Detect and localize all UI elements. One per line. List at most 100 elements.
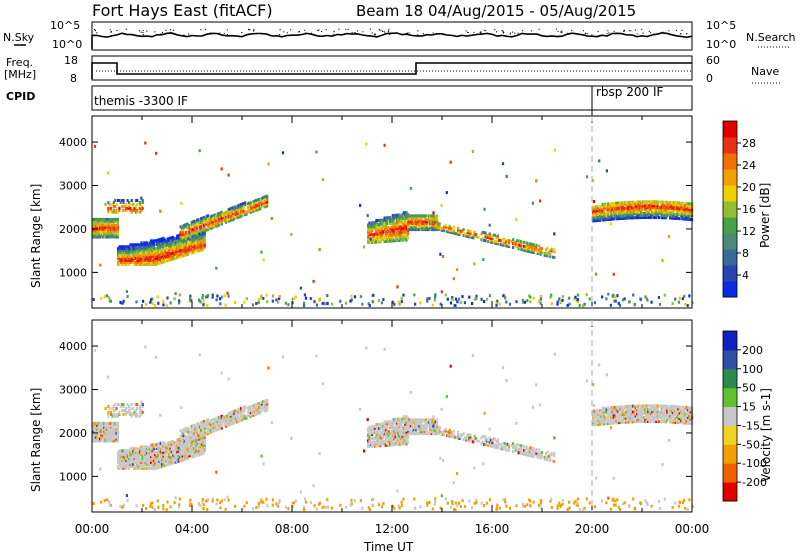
power-cell (117, 251, 120, 255)
velocity-cell (212, 423, 215, 427)
velocity-cell (375, 444, 378, 448)
velocity-cell (432, 424, 435, 428)
power-cell (391, 221, 394, 225)
power-cell (383, 240, 386, 243)
power-cell (684, 215, 687, 219)
velocity-cell (219, 417, 222, 421)
power-cell (202, 215, 206, 219)
velocity-cell (180, 454, 183, 458)
velocity-cell (194, 444, 197, 448)
power-cell (612, 209, 615, 213)
power-cell (189, 245, 193, 249)
power-cell (553, 232, 556, 236)
power-cell (178, 293, 181, 297)
power-cell (641, 206, 644, 210)
power-cell (220, 167, 223, 171)
velocity-cell (437, 426, 440, 430)
power-cell (644, 206, 647, 210)
power-cell (405, 234, 408, 238)
power-cell (227, 215, 230, 219)
velocity-cell (169, 456, 172, 460)
power-cell (159, 255, 162, 259)
velocity-cell (193, 437, 196, 441)
velocity-cell (191, 445, 194, 449)
power-cell (118, 245, 121, 249)
velocity-cell (112, 435, 115, 439)
velocity-cell (394, 417, 397, 421)
power-cell (130, 251, 133, 255)
velocity-cell (405, 428, 408, 432)
velocity-cell (134, 466, 138, 470)
velocity-cell (390, 439, 393, 443)
power-cell (538, 248, 541, 252)
velocity-cell (198, 431, 201, 435)
velocity-cell (609, 419, 613, 423)
power-cell (615, 209, 618, 213)
power-cell (686, 213, 690, 217)
power-cell (647, 210, 650, 214)
power-cell (378, 218, 381, 222)
velocity-cell (233, 421, 236, 425)
power-cell (677, 207, 680, 211)
power-cell (633, 206, 636, 210)
power-cell (145, 251, 149, 255)
velocity-cell (145, 463, 149, 466)
velocity-cell (447, 434, 450, 438)
power-cell (166, 255, 169, 259)
power-cell (603, 204, 606, 208)
power-cell (253, 201, 256, 205)
power-cell (121, 301, 124, 305)
velocity-cell (405, 419, 408, 422)
power-cell (637, 204, 640, 208)
velocity-cell (108, 423, 111, 427)
power-cell (473, 234, 476, 238)
power-cell (137, 245, 140, 249)
velocity-cell (437, 431, 440, 435)
power-cell (398, 237, 401, 240)
velocity-cell (96, 439, 99, 443)
power-cell (649, 210, 652, 214)
power-cell (576, 299, 580, 303)
power-cell (601, 214, 604, 218)
velocity-cell (224, 415, 228, 419)
power-cell (373, 221, 377, 225)
velocity-cell (129, 406, 132, 410)
power-cell (108, 299, 112, 303)
velocity-cell (368, 435, 371, 439)
velocity-cell (209, 425, 212, 428)
power-cell (152, 249, 155, 253)
velocity-cell (367, 433, 370, 437)
power-cell (226, 212, 229, 216)
power-cell (118, 249, 121, 253)
power-cell (440, 290, 443, 294)
velocity-cell (419, 420, 422, 424)
power-cell (368, 233, 371, 237)
velocity-cell (166, 451, 169, 455)
power-cell (118, 206, 121, 210)
power-cell (622, 214, 625, 218)
power-cell (547, 250, 550, 254)
velocity-cell (397, 431, 400, 435)
power-cell (117, 260, 120, 264)
power-cell (674, 207, 677, 211)
velocity-cell (172, 459, 175, 463)
power-cell (395, 237, 399, 241)
power-cell (255, 206, 258, 210)
power-cell (92, 221, 95, 225)
power-cell (151, 243, 154, 247)
velocity-cell (443, 433, 446, 437)
power-cell (92, 231, 95, 235)
power-cell (371, 233, 374, 236)
velocity-cell (105, 421, 108, 425)
velocity-cell (227, 423, 230, 427)
velocity-cell (181, 458, 184, 462)
velocity-cell (211, 426, 214, 430)
velocity-cell (404, 428, 407, 432)
velocity-cell (176, 450, 179, 454)
velocity-cell (491, 441, 494, 445)
beam-date-info: Beam 18 04/Aug/2015 - 05/Aug/2015 (356, 2, 636, 20)
power-cell (604, 202, 607, 206)
power-cell (609, 213, 613, 217)
power-cell (634, 212, 637, 216)
power-cell (96, 225, 99, 229)
